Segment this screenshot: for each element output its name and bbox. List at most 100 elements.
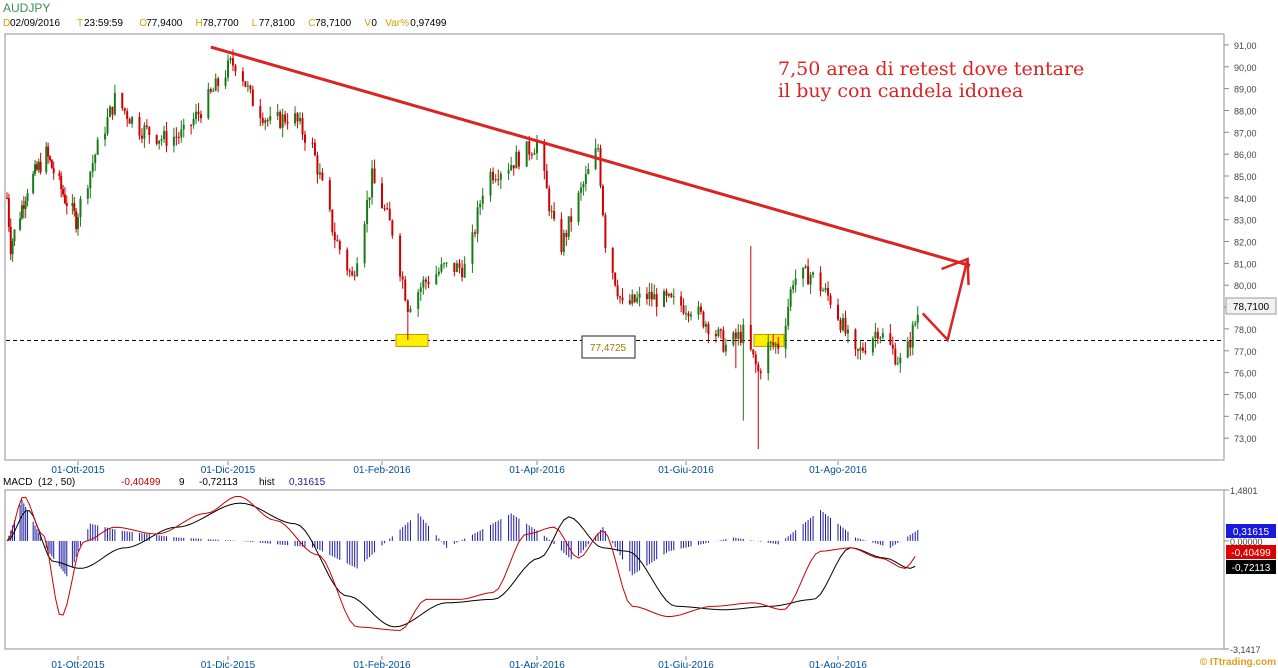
- trendline-main: [210, 45, 971, 268]
- price-date-label-0: 01-Ott-2015: [51, 465, 105, 476]
- candle-body-10: [32, 173, 35, 194]
- macd-value-tags: 0,31615 -0,40499 -0,72113: [1226, 524, 1276, 574]
- candle-body-144: [481, 195, 484, 204]
- candle-body-152: [512, 165, 515, 169]
- candle-body-21: [60, 175, 63, 190]
- candle-body-145: [489, 171, 492, 196]
- macd-histogram: [8, 499, 919, 577]
- candle-body-105: [346, 249, 349, 271]
- candle-body-211: [717, 329, 720, 337]
- candle-body-199: [672, 296, 675, 298]
- candle-body-110: [363, 223, 366, 264]
- candle-body-19: [52, 168, 55, 174]
- candle-body-40: [121, 93, 124, 109]
- candle-body-206: [699, 306, 702, 312]
- candle-body-179: [604, 215, 607, 249]
- candle-body-231: [787, 306, 790, 326]
- candle-body-60: [190, 124, 193, 126]
- macd-header-6: 0,31615: [289, 477, 326, 488]
- candle-body-158: [533, 153, 536, 155]
- projection-arrow: [921, 258, 969, 343]
- candle-body-6: [20, 205, 23, 219]
- candle-body-251: [856, 349, 859, 351]
- price-tick-label-13: 78,00: [1234, 325, 1257, 335]
- candle-body-47: [143, 125, 146, 139]
- candle-body-24: [65, 203, 68, 207]
- candle-body-197: [667, 293, 670, 296]
- candle-body-172: [582, 184, 585, 188]
- candle-body-245: [837, 304, 839, 320]
- candle-body-156: [528, 141, 531, 155]
- candle-body-150: [507, 170, 510, 174]
- candle-body-192: [650, 291, 653, 300]
- price-tick-label-16: 75,00: [1234, 390, 1257, 400]
- candle-body-104: [338, 240, 341, 250]
- info-key-5: C: [308, 18, 315, 29]
- candle-body-64: [199, 114, 202, 119]
- candle-body-132: [440, 264, 443, 272]
- macd-header-5: hist: [259, 477, 275, 488]
- candle-body-8: [24, 200, 27, 209]
- candle-body-262: [894, 348, 897, 365]
- candle-body-201: [682, 305, 685, 314]
- candle-body-34: [96, 139, 99, 155]
- candle-body-106: [348, 270, 351, 272]
- candle-body-4: [13, 229, 16, 242]
- candle-body-137: [458, 263, 461, 268]
- support-label: 77,4725: [590, 343, 627, 354]
- candle-body-246: [839, 319, 842, 331]
- candle-body-170: [577, 192, 580, 222]
- candle-body-209: [707, 323, 710, 335]
- candle-body-57: [177, 136, 180, 138]
- macd-date-label-0: 01-Ott-2015: [51, 660, 105, 668]
- candle-body-3: [11, 241, 14, 255]
- candle-body-226: [769, 342, 772, 344]
- candle-body-52: [160, 138, 163, 141]
- candle-body-1: [7, 198, 10, 227]
- candle-body-50: [155, 135, 158, 144]
- candle-body-236: [804, 266, 807, 268]
- candle-body-62: [195, 111, 198, 120]
- candle-body-71: [227, 60, 229, 78]
- candle-body-155: [525, 141, 528, 167]
- candle-body-142: [476, 207, 479, 234]
- candle-body-225: [767, 342, 770, 374]
- candle-body-107: [351, 271, 354, 276]
- watermark: © ITtrading.com: [1200, 657, 1276, 668]
- info-key-3: H: [196, 18, 203, 29]
- candle-body-160: [543, 141, 546, 171]
- macd-header-2: -0,40499: [121, 477, 161, 488]
- candle-body-218: [739, 331, 742, 344]
- trendline: [210, 45, 971, 343]
- candle-body-70: [224, 77, 227, 86]
- candle-body-240: [819, 272, 822, 292]
- candle-body-95: [311, 142, 314, 144]
- candle-body-23: [63, 194, 66, 204]
- candle-body-96: [313, 142, 316, 156]
- candle-body-230: [784, 325, 787, 349]
- candle-body-108: [353, 275, 356, 277]
- price-tick-label-6: 85,00: [1234, 172, 1257, 182]
- candle-body-118: [388, 208, 391, 221]
- candle-body-83: [266, 120, 269, 122]
- candle-body-244: [829, 295, 832, 305]
- price-tick-label-3: 88,00: [1234, 106, 1257, 116]
- candle-body-46: [140, 135, 143, 139]
- macd-line: [6, 496, 916, 631]
- candle-body-103: [336, 240, 339, 242]
- macd-tag-value: -0,40499: [1231, 548, 1271, 559]
- candle-body-256: [874, 331, 877, 339]
- candle-body-224: [759, 371, 762, 374]
- candle-body-22: [62, 189, 65, 195]
- price-tick-label-11: 80,00: [1234, 281, 1257, 291]
- macd-axis: 1,4801 0,00000 -3,1417: [1224, 486, 1263, 655]
- price-tick-label-15: 76,00: [1234, 369, 1257, 379]
- candle-body-15: [45, 146, 48, 173]
- candle-body-215: [732, 332, 735, 345]
- candle-body-115: [381, 183, 383, 209]
- info-value-3: 78,7700: [203, 18, 240, 29]
- candle-body-189: [638, 293, 641, 298]
- candle-body-44: [131, 116, 134, 124]
- candle-body-36: [106, 116, 109, 134]
